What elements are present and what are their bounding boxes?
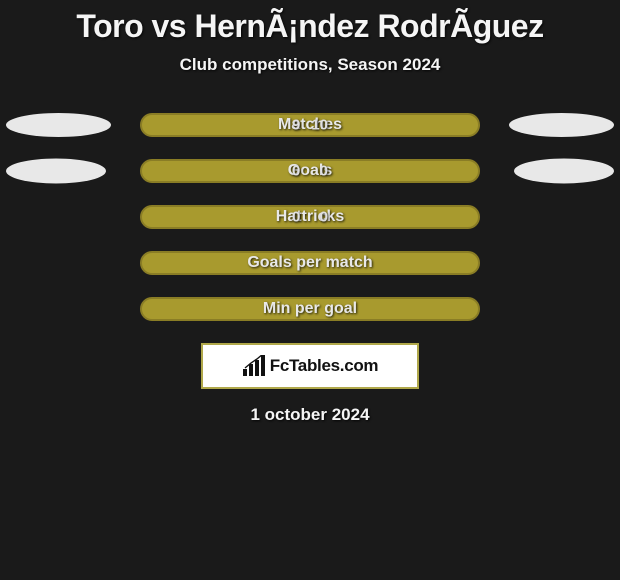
stat-row: Matches9 10	[0, 113, 620, 137]
player-ellipse-left	[6, 113, 111, 137]
page-title: Toro vs HernÃ¡ndez RodrÃ­guez	[0, 0, 620, 45]
logo-text: FcTables.com	[270, 356, 379, 376]
stat-value-right: 10	[311, 117, 328, 134]
stat-value-left: 0	[292, 209, 300, 226]
stat-label: Goals per match	[247, 254, 372, 272]
player-ellipse-left	[6, 159, 106, 184]
stat-value-left: 0	[292, 163, 300, 180]
stat-bar: Matches9 10	[140, 113, 480, 137]
player-ellipse-right	[509, 113, 614, 137]
subtitle: Club competitions, Season 2024	[0, 55, 620, 75]
stat-row: Goals per match	[0, 251, 620, 275]
stat-row: Hattricks0 0	[0, 205, 620, 229]
stat-bar: Goals00	[140, 159, 480, 183]
stat-value-left: 9	[292, 117, 300, 134]
player-ellipse-right	[514, 159, 614, 184]
stat-label: Min per goal	[263, 300, 357, 318]
date-label: 1 october 2024	[0, 405, 620, 425]
stat-label: Matches	[278, 116, 342, 134]
stat-value-right: 0	[320, 163, 328, 180]
stat-bar: Goals per match	[140, 251, 480, 275]
stat-value-right: 0	[320, 209, 328, 226]
stat-row: Min per goal	[0, 297, 620, 321]
bar-chart-icon	[242, 355, 266, 377]
stats-rows: Matches910Goals00Hattricks00Goals per ma…	[0, 113, 620, 321]
stat-row: Goals00	[0, 159, 620, 183]
stat-label: Hattricks	[276, 208, 344, 226]
logo-box: FcTables.com	[201, 343, 419, 389]
stat-bar: Hattricks0 0	[140, 205, 480, 229]
stat-bar: Min per goal	[140, 297, 480, 321]
